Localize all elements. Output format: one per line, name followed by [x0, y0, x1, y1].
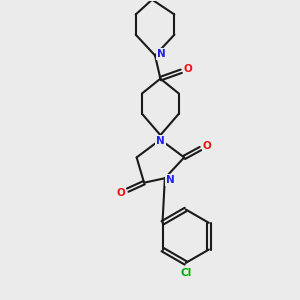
Text: N: N [157, 49, 166, 59]
Text: O: O [117, 188, 125, 198]
Text: O: O [183, 64, 192, 74]
Text: O: O [203, 141, 212, 151]
Text: N: N [156, 136, 165, 146]
Text: Cl: Cl [180, 268, 191, 278]
Text: N: N [166, 175, 174, 185]
